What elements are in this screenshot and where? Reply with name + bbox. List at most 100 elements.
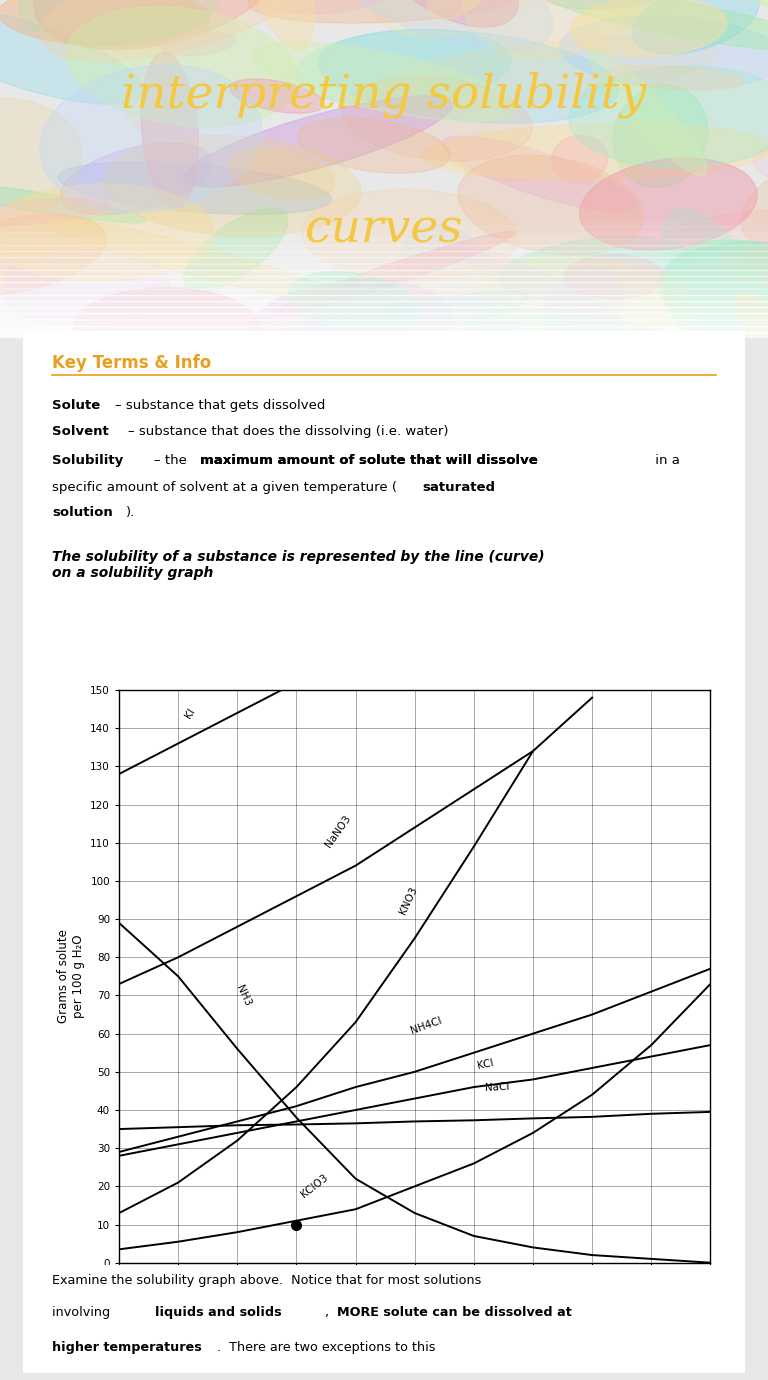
Ellipse shape bbox=[389, 0, 518, 28]
Ellipse shape bbox=[458, 244, 634, 339]
Text: – the: – the bbox=[154, 454, 191, 468]
Ellipse shape bbox=[362, 37, 718, 109]
Ellipse shape bbox=[253, 43, 516, 121]
Text: Examine the solubility graph above.  Notice that for most solutions: Examine the solubility graph above. Noti… bbox=[52, 1274, 482, 1288]
Text: Solute: Solute bbox=[52, 399, 100, 411]
Ellipse shape bbox=[560, 17, 768, 90]
Y-axis label: Grams of solute
per 100 g H₂O: Grams of solute per 100 g H₂O bbox=[57, 929, 84, 1024]
Ellipse shape bbox=[0, 184, 214, 282]
Ellipse shape bbox=[463, 0, 644, 59]
Text: in a: in a bbox=[651, 454, 680, 468]
Bar bbox=[0, 313, 768, 319]
Bar bbox=[0, 246, 768, 251]
Text: KCl: KCl bbox=[477, 1057, 495, 1071]
Ellipse shape bbox=[551, 135, 607, 184]
Ellipse shape bbox=[561, 342, 659, 400]
Ellipse shape bbox=[0, 181, 147, 222]
Ellipse shape bbox=[39, 0, 314, 61]
Text: maximum amount of solute that will dissolve: maximum amount of solute that will disso… bbox=[200, 454, 538, 468]
Ellipse shape bbox=[184, 95, 452, 186]
Ellipse shape bbox=[269, 320, 554, 391]
Ellipse shape bbox=[319, 30, 618, 123]
Ellipse shape bbox=[427, 0, 516, 19]
Ellipse shape bbox=[34, 0, 286, 50]
Text: Solvent: Solvent bbox=[52, 425, 108, 437]
Ellipse shape bbox=[464, 308, 699, 388]
Text: KNO3: KNO3 bbox=[398, 885, 419, 915]
Ellipse shape bbox=[66, 7, 299, 127]
Bar bbox=[0, 320, 768, 326]
Text: KI: KI bbox=[184, 707, 197, 720]
Ellipse shape bbox=[141, 52, 198, 207]
Ellipse shape bbox=[671, 310, 768, 400]
Ellipse shape bbox=[301, 189, 518, 280]
Ellipse shape bbox=[544, 0, 768, 51]
Bar bbox=[0, 308, 768, 313]
Ellipse shape bbox=[124, 73, 188, 137]
Text: specific amount of solvent at a given temperature (: specific amount of solvent at a given te… bbox=[52, 482, 397, 494]
Text: The solubility of a substance is represented by the line (curve)
on a solubility: The solubility of a substance is represe… bbox=[52, 551, 545, 580]
Ellipse shape bbox=[58, 161, 332, 214]
Ellipse shape bbox=[603, 65, 743, 90]
Bar bbox=[0, 264, 768, 269]
Ellipse shape bbox=[570, 0, 727, 57]
Text: solution: solution bbox=[52, 506, 113, 519]
Text: higher temperatures: higher temperatures bbox=[52, 1341, 202, 1354]
Text: Solubility: Solubility bbox=[52, 454, 123, 468]
Ellipse shape bbox=[546, 266, 622, 348]
Ellipse shape bbox=[500, 237, 692, 301]
Bar bbox=[0, 219, 768, 226]
Text: liquids and solids: liquids and solids bbox=[155, 1307, 282, 1319]
Text: curves: curves bbox=[305, 207, 463, 253]
Ellipse shape bbox=[663, 240, 768, 359]
Bar bbox=[0, 326, 768, 331]
Ellipse shape bbox=[342, 76, 532, 161]
Ellipse shape bbox=[0, 197, 109, 225]
Ellipse shape bbox=[458, 155, 644, 255]
Bar bbox=[0, 276, 768, 282]
Bar bbox=[0, 251, 768, 257]
Ellipse shape bbox=[741, 171, 768, 244]
Bar bbox=[0, 333, 768, 338]
Text: Key Terms & Info: Key Terms & Info bbox=[52, 355, 211, 373]
Ellipse shape bbox=[442, 137, 636, 211]
Ellipse shape bbox=[104, 135, 361, 236]
Ellipse shape bbox=[184, 208, 288, 291]
Ellipse shape bbox=[657, 241, 768, 330]
Ellipse shape bbox=[248, 0, 523, 23]
Text: ,: , bbox=[325, 1307, 333, 1319]
Ellipse shape bbox=[753, 139, 768, 185]
Ellipse shape bbox=[296, 29, 511, 106]
Text: NaCl: NaCl bbox=[485, 1082, 510, 1093]
Text: – substance that gets dissolved: – substance that gets dissolved bbox=[115, 399, 326, 411]
Ellipse shape bbox=[0, 0, 210, 47]
Text: NH3: NH3 bbox=[234, 984, 253, 1007]
Ellipse shape bbox=[312, 0, 553, 51]
Text: KClO3: KClO3 bbox=[299, 1173, 329, 1201]
Ellipse shape bbox=[74, 288, 260, 368]
Ellipse shape bbox=[569, 66, 768, 168]
Bar bbox=[0, 295, 768, 301]
Ellipse shape bbox=[224, 0, 407, 14]
Bar bbox=[0, 283, 768, 288]
Ellipse shape bbox=[734, 294, 768, 395]
Ellipse shape bbox=[717, 248, 768, 287]
Ellipse shape bbox=[564, 254, 664, 298]
Text: – substance that does the dissolving (i.e. water): – substance that does the dissolving (i.… bbox=[127, 425, 449, 437]
Ellipse shape bbox=[40, 65, 261, 213]
Text: maximum amount of solute that will dissolve: maximum amount of solute that will disso… bbox=[200, 454, 538, 468]
Ellipse shape bbox=[423, 124, 768, 179]
Bar bbox=[0, 214, 768, 219]
Ellipse shape bbox=[543, 0, 670, 10]
Text: ).: ). bbox=[125, 506, 135, 519]
Ellipse shape bbox=[0, 7, 144, 105]
Bar bbox=[0, 288, 768, 294]
Text: MORE solute can be dissolved at: MORE solute can be dissolved at bbox=[337, 1307, 572, 1319]
Ellipse shape bbox=[338, 258, 694, 367]
Ellipse shape bbox=[580, 159, 757, 250]
X-axis label: Temperature (°C): Temperature (°C) bbox=[347, 1288, 482, 1301]
Ellipse shape bbox=[247, 279, 452, 375]
Ellipse shape bbox=[660, 208, 768, 253]
Ellipse shape bbox=[5, 250, 170, 326]
Ellipse shape bbox=[633, 0, 759, 54]
